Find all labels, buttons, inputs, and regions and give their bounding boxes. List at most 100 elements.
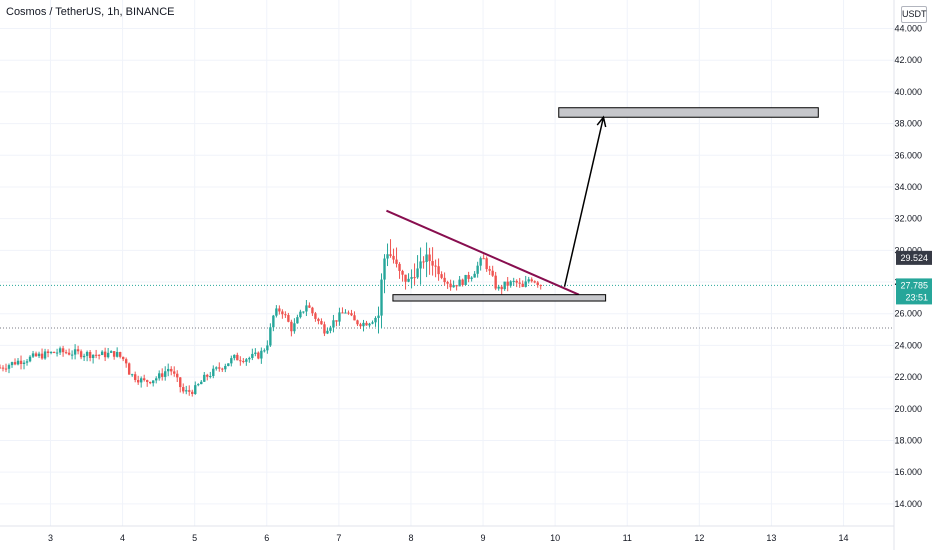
candle-body <box>124 359 128 364</box>
price-labels: 29.524 27.785 23:51 <box>896 250 932 305</box>
support-zone[interactable] <box>392 294 607 302</box>
x-tick-label: 11 <box>623 533 632 543</box>
candle-body <box>410 277 413 279</box>
candle-body <box>82 355 86 358</box>
candle-body <box>19 360 23 365</box>
candlestick-series <box>0 239 542 397</box>
candle-body <box>191 391 194 395</box>
candle-body <box>389 254 392 256</box>
descending-trendline[interactable] <box>386 209 580 296</box>
candle-body <box>7 365 11 369</box>
candle-body <box>34 353 38 357</box>
candle-body <box>31 353 35 357</box>
candle-body <box>22 362 26 365</box>
candle-body <box>293 323 296 332</box>
y-tick-label: 20.000 <box>894 404 922 414</box>
candle-body <box>85 352 89 356</box>
candle-body <box>91 354 95 359</box>
candle-body <box>233 354 236 359</box>
candle-body <box>491 270 494 276</box>
candle-body <box>139 378 143 383</box>
candle-body <box>494 275 497 289</box>
candle-body <box>434 265 437 267</box>
candle-body <box>164 371 167 377</box>
candle-body <box>533 281 536 283</box>
candle-body <box>212 368 215 377</box>
candle-body <box>79 351 83 358</box>
y-tick-label: 26.000 <box>894 309 922 319</box>
target-zone[interactable] <box>558 107 819 118</box>
candle-body <box>170 368 173 372</box>
candle-body <box>287 315 290 322</box>
candle-body <box>338 312 341 322</box>
candle-body <box>52 351 56 353</box>
candle-body <box>401 270 404 275</box>
y-tick-label: 30.000 <box>894 245 922 255</box>
candle-body <box>49 351 53 354</box>
candle-body <box>4 368 8 370</box>
candle-body <box>419 261 422 269</box>
candle-body <box>368 323 371 326</box>
y-tick-label: 16.000 <box>894 467 922 477</box>
candle-body <box>308 305 311 308</box>
candle-body <box>518 282 521 284</box>
y-tick-label: 42.000 <box>894 55 922 65</box>
candle-body <box>118 352 122 357</box>
candle-body <box>320 321 323 325</box>
y-tick-label: 24.000 <box>894 340 922 350</box>
candle-body <box>149 381 152 384</box>
candle-body <box>362 322 365 327</box>
candle-body <box>473 273 476 278</box>
drawings-layer[interactable] <box>386 107 819 302</box>
y-tick-label: 32.000 <box>894 214 922 224</box>
time-axis[interactable]: 3 4 5 6 7 8 9 10 11 12 13 14 <box>48 533 849 543</box>
candle-body <box>530 279 533 282</box>
candle-body <box>1 367 5 369</box>
candle-body <box>10 362 14 366</box>
candle-body <box>185 390 188 392</box>
candle-body <box>64 352 68 354</box>
candle-body <box>73 349 77 355</box>
candle-body <box>305 305 308 312</box>
candle-body <box>464 274 467 285</box>
y-tick-label: 44.000 <box>894 24 922 34</box>
candle-body <box>314 313 317 319</box>
candle-body <box>521 283 524 287</box>
candle-body <box>112 351 116 357</box>
candle-body <box>497 286 500 289</box>
candle-body <box>269 327 272 346</box>
candle-body <box>404 274 407 282</box>
candle-body <box>0 367 2 369</box>
currency-selector[interactable]: USDT <box>901 6 927 23</box>
candle-body <box>455 285 458 287</box>
candle-body <box>296 317 299 324</box>
candle-body <box>527 279 530 282</box>
candle-body <box>302 311 305 313</box>
candle-body <box>380 279 383 316</box>
candle-body <box>416 268 419 278</box>
candle-body <box>176 373 179 378</box>
candle-body <box>422 261 425 263</box>
candle-body <box>88 352 92 359</box>
candle-body <box>503 281 506 290</box>
last-price-badge <box>896 278 932 305</box>
candle-body <box>509 281 512 286</box>
x-tick-label: 9 <box>481 533 486 543</box>
last-price-label: 27.785 <box>900 280 928 290</box>
arrow-head <box>596 115 607 128</box>
candle-body <box>227 363 230 366</box>
candle-body <box>221 368 224 370</box>
price-axis[interactable]: 14.000 16.000 18.000 20.000 22.000 24.000 26.0… <box>894 24 922 509</box>
candle-body <box>284 314 287 316</box>
candle-body <box>142 378 146 381</box>
candle-body <box>70 354 74 356</box>
candle-body <box>353 315 356 321</box>
candle-body <box>356 320 359 325</box>
candle-body <box>224 365 227 370</box>
y-tick-label: 22.000 <box>894 372 922 382</box>
candle-body <box>359 324 362 327</box>
candle-body <box>130 374 134 376</box>
target-arrow[interactable] <box>563 117 605 287</box>
x-tick-label: 6 <box>264 533 269 543</box>
